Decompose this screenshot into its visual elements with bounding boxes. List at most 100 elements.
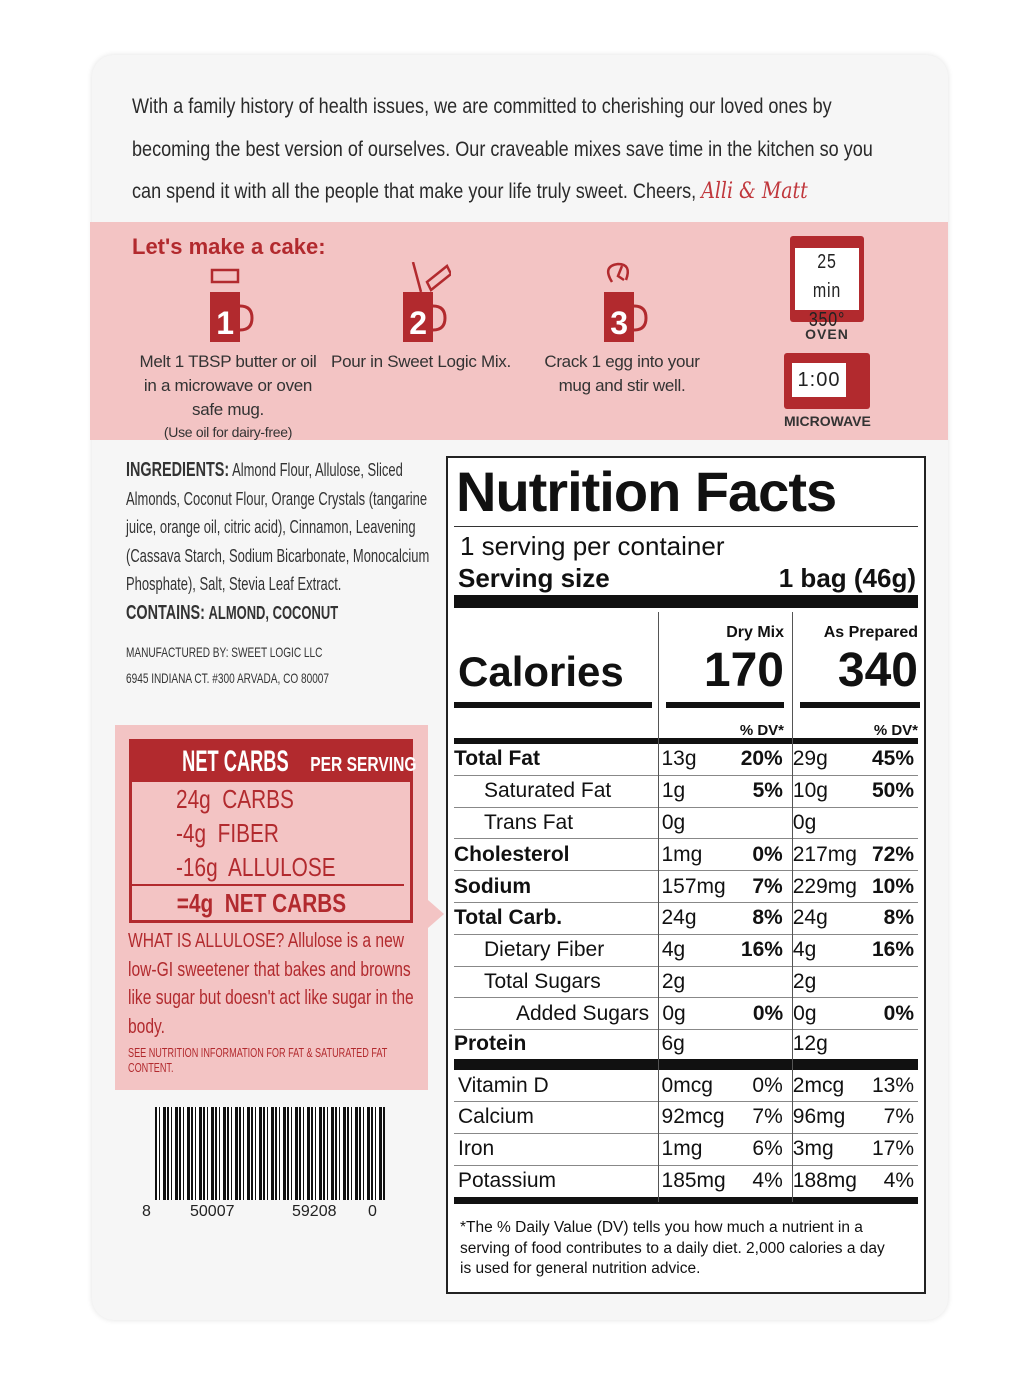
microwave-label: MICROWAVE [784,413,871,429]
nutrient-name: Saturated Fat [484,779,612,803]
prepared-amount: 2g [792,969,817,993]
step-note: (Use oil for dairy-free) [163,424,293,440]
nutrient-row: Total Fat 13g 20% 29g 45% [454,744,918,776]
prepared-dv: 7% [883,1105,915,1129]
step-number: 2 [409,305,427,341]
calories-label: Calories [458,648,624,695]
prepared-amount: 217mg [792,842,857,866]
as-prepared-header: As Prepared [823,624,918,641]
prepared-amount: 4g [792,938,817,962]
vitamin-row: Iron 1mg 6% 3mg 17% [454,1134,918,1166]
nutrient-name: Total Carb. [454,906,563,930]
manufacturer: MANUFACTURED BY: SWEET LOGIC LLC 6945 IND… [126,639,439,691]
dry-amount: 24g [661,906,697,930]
net-carbs-title: NET CARBS PER SERVING [167,742,416,785]
nutrient-name: Sodium [454,874,531,898]
dry-dv: 20% [740,747,783,771]
nutrient-row: Total Carb. 24g 8% 24g 8% [454,903,918,935]
step-text: Crack 1 egg into your mug and stir well. [544,352,700,395]
prepared-amount: 229mg [792,874,857,898]
vitamin-row: Vitamin D 0mcg 0% 2mcg 13% [454,1070,918,1102]
nutrient-name: Cholesterol [454,842,570,866]
mug-icon: 2 [403,262,451,342]
serving-size-label: Serving size [458,563,610,593]
divider [800,702,920,708]
dv-header: % DV* [739,722,784,739]
step-number: 1 [216,305,234,341]
oven-label: OVEN [805,326,849,342]
oven-time: 25 min [812,251,842,302]
oven-icon: 25 min 350° [790,236,864,331]
dry-amount: 13g [661,747,697,771]
prepared-dv: 10% [871,874,914,898]
dry-amount: 0g [662,1001,686,1025]
microwave-time: 1:00 [792,363,846,397]
pointer-arrow [428,900,444,928]
net-carbs-subtitle: PER SERVING [310,754,417,776]
microwave-info: 1:00 MICROWAVE [784,353,871,429]
prepared-amount: 29g [792,747,828,771]
prepared-amount: 2mcg [792,1073,845,1097]
dry-amount: 1g [661,779,686,803]
serving-size: Serving size 1 bag (46g) [454,561,918,608]
mug-icon: 3 [604,262,648,342]
nutrient-row: Trans Fat 0g 0g [454,808,918,840]
step-1: 1 Melt 1 TBSP butter or oil in a microwav… [133,262,323,442]
signature: Alli & Matt [701,179,808,204]
dry-amount: 157mg [661,874,726,898]
step-text: Pour in Sweet Logic Mix. [331,352,511,371]
dry-dv: 7% [752,874,783,898]
nutrient-row: Dietary Fiber 4g 16% 4g 16% [454,935,918,967]
oven-temp: 350° [808,309,846,331]
nutrient-name: Iron [458,1137,495,1161]
net-carbs-total: =4g NET CARBS [132,884,404,920]
step-2: 2 Pour in Sweet Logic Mix. [326,262,516,374]
step-number: 3 [610,305,628,341]
dv-footnote: *The % Daily Value (DV) tells you how mu… [454,1197,918,1280]
column-divider [792,612,793,1202]
carbs-line: 24g CARBS [176,784,294,814]
prepared-dv: 45% [871,747,914,771]
barcode-digits: 59208 [292,1203,337,1220]
nutrition-facts: Nutrition Facts 1 serving per container … [446,456,926,1294]
calories-prepared: 340 [837,644,918,697]
dry-amount: 0g [661,810,686,834]
prepared-amount: 0g [793,1001,817,1025]
see-nutrition-note: SEE NUTRITION INFORMATION FOR FAT & SATU… [128,1045,388,1075]
nutrient-name: Added Sugars [516,1001,650,1025]
dry-dv: 0% [752,1073,783,1097]
prepared-amount: 10g [792,779,828,803]
prepared-dv: 13% [871,1073,915,1097]
dv-header: % DV* [873,722,918,739]
net-carbs-panel: NET CARBS PER SERVING 24g CARBS -4g FIBE… [115,725,428,1090]
nutrient-name: Total Sugars [484,969,601,993]
dry-dv: 7% [752,1105,783,1129]
nutrient-name: Potassium [458,1169,557,1193]
prepared-dv: 0% [883,1001,915,1025]
net-carbs-title-text: NET CARBS [182,745,289,778]
nutrient-row: Total Sugars 2g 2g [454,967,918,999]
dry-dv: 6% [752,1137,783,1161]
ingredients: INGREDIENTS: Almond Flour, Allulose, Sli… [126,456,439,627]
dry-amount: 1mg [661,1137,703,1161]
contains-label: CONTAINS: [126,601,205,624]
allergens: ALMOND, COCONUT [208,602,339,623]
dry-dv: 5% [752,779,783,803]
dry-amount: 1mg [661,842,703,866]
barcode-digit: 8 [142,1203,151,1220]
barcode-digit: 0 [368,1203,377,1220]
allulose-line: -16g ALLULOSE [176,852,336,882]
calories-dry: 170 [703,644,784,697]
serving-size-value: 1 bag (46g) [778,563,916,593]
nutrient-row: Protein 6g 12g [454,1030,918,1071]
dry-dv: 0% [752,1001,784,1025]
nutrient-row: Saturated Fat 1g 5% 10g 50% [454,776,918,808]
brand-message: With a family history of health issues, … [132,86,906,214]
dry-dv: 16% [740,938,783,962]
instructions-title: Let's make a cake: [132,234,326,259]
dry-dv: 0% [752,842,783,866]
divider [454,702,652,708]
dry-amount: 92mcg [661,1105,725,1129]
prepared-dv: 4% [883,1169,915,1193]
nutrition-title: Nutrition Facts [456,460,837,523]
